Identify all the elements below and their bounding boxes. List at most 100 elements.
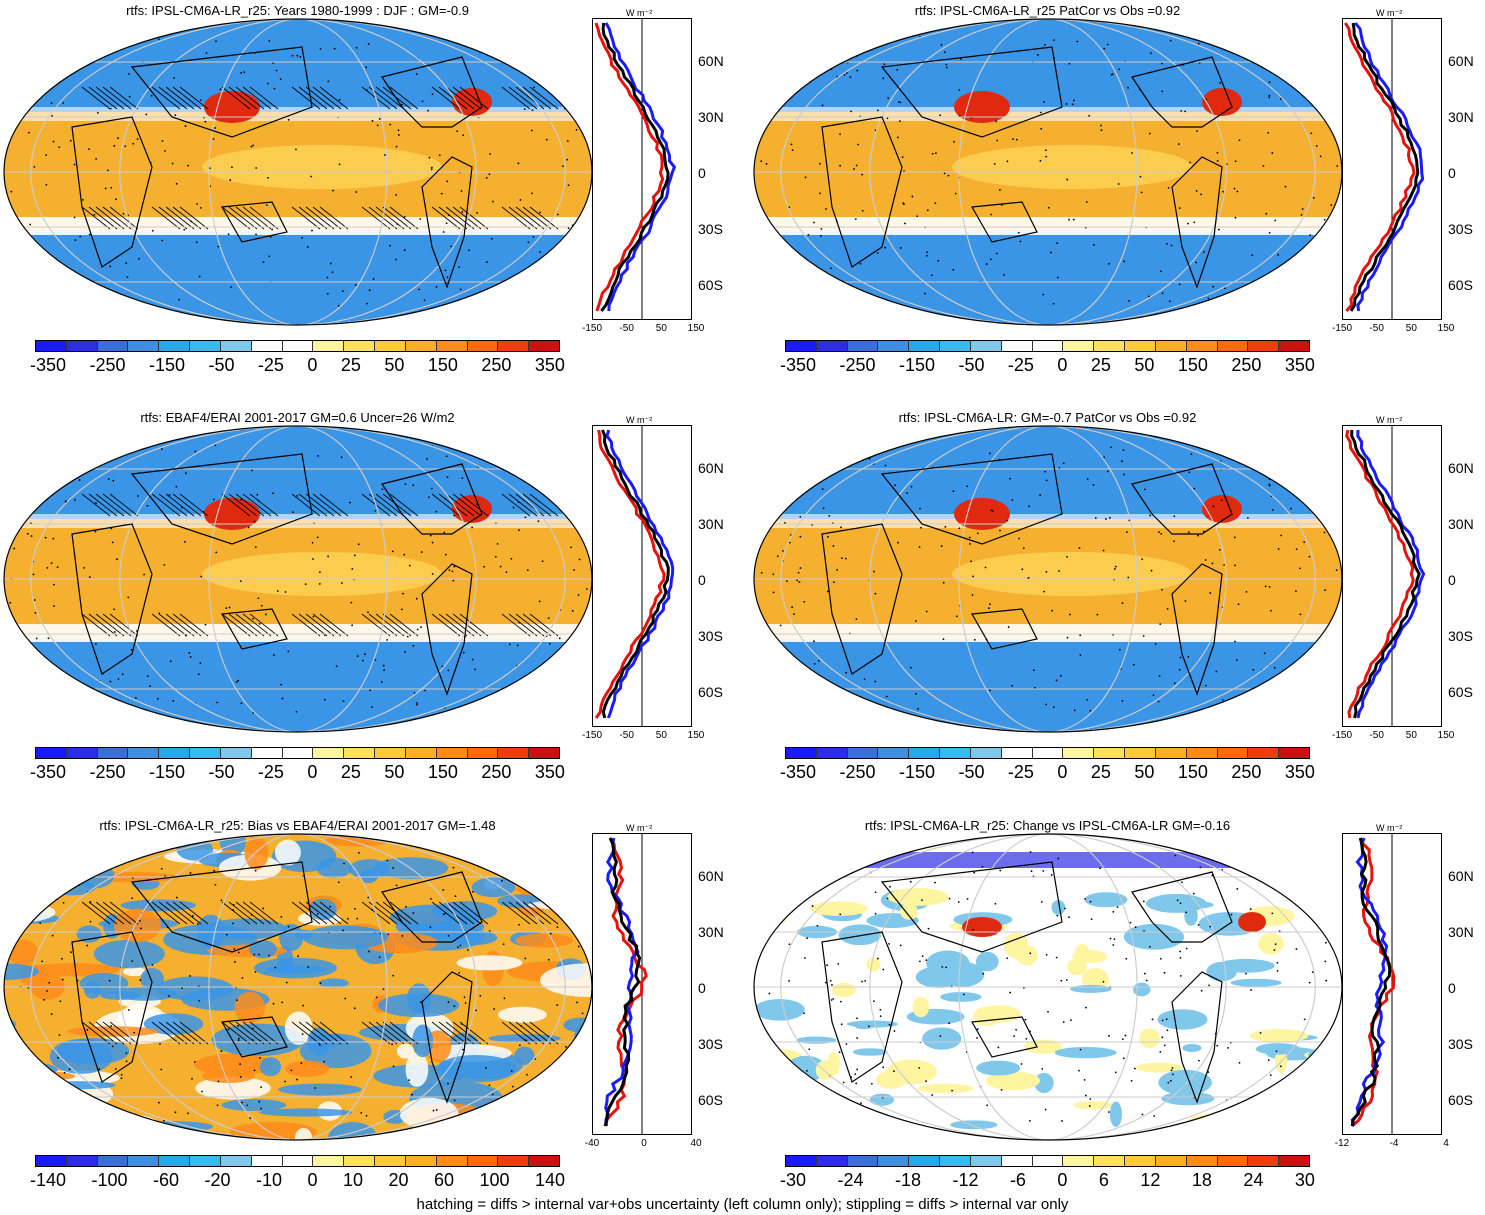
colorbar-tick-label: 25 bbox=[340, 762, 361, 782]
latitude-label: 60S bbox=[1448, 684, 1473, 700]
panel-title: rtfs: IPSL-CM6A-LR_r25: Years 1980-1999 … bbox=[126, 3, 469, 18]
colorbar-cell bbox=[1279, 748, 1310, 758]
zonal-series-line bbox=[1350, 429, 1421, 719]
latitude-label: 0 bbox=[1448, 572, 1456, 588]
world-map bbox=[753, 833, 1343, 1141]
latitude-label: 0 bbox=[1448, 980, 1456, 996]
colorbar-cell bbox=[36, 1156, 67, 1166]
zonal-series-line bbox=[600, 22, 670, 312]
colorbar-tick-label: -18 bbox=[894, 1170, 921, 1190]
colorbar-tick-label: 25 bbox=[340, 355, 361, 375]
colorbar-tick-label: -250 bbox=[839, 355, 876, 375]
colorbar-cell bbox=[251, 748, 283, 758]
colorbar-tick-label: 20 bbox=[388, 1170, 409, 1190]
colorbar-cell bbox=[159, 341, 191, 351]
colorbar-cell bbox=[436, 748, 468, 758]
zonal-mean-plot bbox=[592, 425, 692, 727]
zonal-unit-label: W m⁻² bbox=[1376, 415, 1403, 425]
colorbar-tick-label: -20 bbox=[204, 1170, 231, 1190]
latitude-label: 60N bbox=[698, 53, 724, 69]
latitude-label: 60S bbox=[698, 684, 723, 700]
colorbar-cell bbox=[498, 1156, 530, 1166]
colorbar-cell bbox=[1186, 1156, 1218, 1166]
colorbar-tick-label: 0 bbox=[1057, 1170, 1068, 1190]
colorbar-cell bbox=[128, 1156, 160, 1166]
colorbar-tick-label: 18 bbox=[1191, 1170, 1212, 1190]
colorbar-cell bbox=[66, 748, 98, 758]
zonal-x-tick: -12 bbox=[1334, 1138, 1350, 1149]
colorbar-tick-label: 25 bbox=[1090, 355, 1111, 375]
colorbar-cell bbox=[97, 748, 129, 758]
zonal-series-line bbox=[601, 429, 670, 719]
latitude-label: 0 bbox=[698, 980, 706, 996]
latitude-label: 60N bbox=[698, 868, 724, 884]
zonal-x-tick: 4 bbox=[1443, 1138, 1449, 1149]
world-map bbox=[3, 425, 593, 733]
colorbar-cell bbox=[786, 748, 817, 758]
colorbar-tick-label: -30 bbox=[780, 1170, 807, 1190]
zonal-x-tick: -50 bbox=[1369, 323, 1384, 334]
zonal-x-tick: 150 bbox=[1437, 323, 1455, 334]
colorbar-tick-label: -150 bbox=[148, 762, 185, 782]
colorbar-tick-label: 24 bbox=[1243, 1170, 1264, 1190]
colorbar-cell bbox=[1217, 341, 1249, 351]
colorbar-cell bbox=[66, 1156, 98, 1166]
colorbar-tick-label: -25 bbox=[257, 762, 284, 782]
colorbar-cell bbox=[1125, 748, 1156, 758]
latitude-label: 30N bbox=[1448, 924, 1474, 940]
colorbar-tick-label: -6 bbox=[1009, 1170, 1026, 1190]
colorbar-cell bbox=[529, 748, 560, 758]
zonal-x-tick: 150 bbox=[687, 323, 705, 334]
zonal-series-line bbox=[1356, 429, 1426, 719]
colorbar-cell bbox=[847, 1156, 879, 1166]
colorbar-tick-label: 150 bbox=[427, 355, 458, 375]
colorbar-cell bbox=[190, 748, 221, 758]
colorbar-tick-label: 0 bbox=[307, 355, 318, 375]
colorbar-cell bbox=[1001, 1156, 1033, 1166]
colorbar-tick-label: -350 bbox=[780, 355, 817, 375]
latitude-label: 60N bbox=[1448, 868, 1474, 884]
colorbar-cell bbox=[498, 341, 530, 351]
colorbar bbox=[785, 340, 1310, 352]
footer-note: hatching = diffs > internal var+obs unce… bbox=[416, 1196, 1069, 1213]
colorbar-cell bbox=[405, 748, 437, 758]
world-map bbox=[3, 18, 593, 326]
colorbar-tick-label: 350 bbox=[1284, 355, 1315, 375]
zonal-mean-plot bbox=[1342, 18, 1442, 320]
colorbar-cell bbox=[66, 341, 98, 351]
colorbar-cell bbox=[1248, 748, 1280, 758]
latitude-label: 30S bbox=[1448, 628, 1473, 644]
colorbar-cell bbox=[282, 748, 314, 758]
colorbar-tick-label: 350 bbox=[534, 762, 565, 782]
colorbar-cell bbox=[344, 748, 376, 758]
zonal-x-tick: 50 bbox=[1405, 730, 1417, 741]
colorbar-tick-label: -350 bbox=[30, 355, 67, 375]
colorbar-cell bbox=[128, 748, 160, 758]
latitude-label: 60S bbox=[1448, 277, 1473, 293]
latitude-label: 60N bbox=[698, 460, 724, 476]
zonal-x-tick: -40 bbox=[584, 1138, 600, 1149]
colorbar-tick-label: 0 bbox=[307, 1170, 318, 1190]
zonal-series-line bbox=[604, 22, 677, 312]
colorbar-tick-label: -25 bbox=[1007, 762, 1034, 782]
colorbar-cell bbox=[436, 341, 468, 351]
zonal-unit-label: W m⁻² bbox=[626, 415, 653, 425]
colorbar-cell bbox=[1032, 1156, 1064, 1166]
colorbar bbox=[35, 747, 560, 759]
latitude-label: 30N bbox=[1448, 516, 1474, 532]
colorbar-tick-label: 150 bbox=[1177, 355, 1208, 375]
colorbar-tick-label: 50 bbox=[384, 762, 405, 782]
colorbar-cell bbox=[1248, 341, 1280, 351]
colorbar-tick-label: -24 bbox=[837, 1170, 864, 1190]
colorbar-cell bbox=[909, 748, 941, 758]
zonal-x-tick: -50 bbox=[1369, 730, 1384, 741]
world-map bbox=[3, 833, 593, 1141]
colorbar-cell bbox=[909, 341, 941, 351]
colorbar-tick-label: 0 bbox=[1057, 355, 1068, 375]
colorbar-cell bbox=[1063, 1156, 1095, 1166]
colorbar-cell bbox=[405, 1156, 437, 1166]
zonal-series-line bbox=[603, 837, 642, 1127]
colorbar-cell bbox=[970, 1156, 1002, 1166]
colorbar bbox=[785, 1155, 1310, 1167]
zonal-series-line bbox=[594, 429, 666, 719]
